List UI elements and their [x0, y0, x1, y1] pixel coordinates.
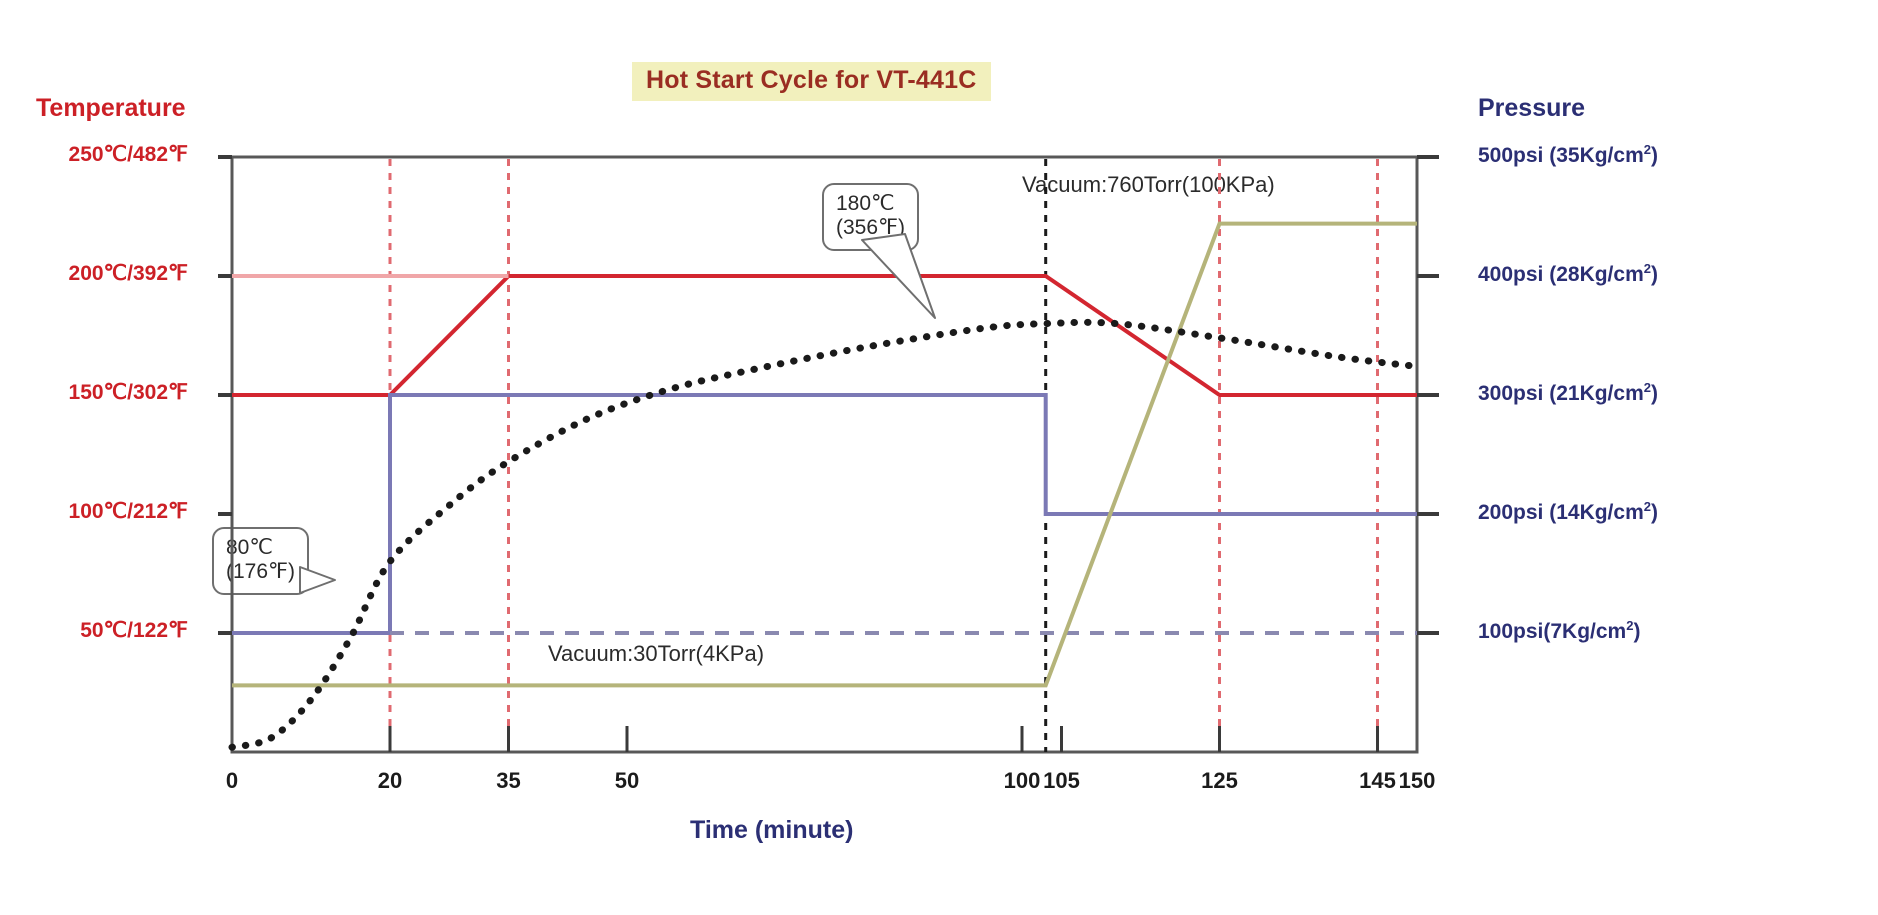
left-axis-tick-4: 50℃/122℉	[80, 619, 188, 642]
callout-180c-line1: 180℃	[836, 192, 895, 215]
x-axis-tick-3: 50	[614, 768, 640, 793]
callout-80c-line2: (176℉)	[226, 560, 296, 584]
vacuum-high-label: Vacuum:760Torr(100KPa)	[1022, 172, 1275, 197]
x-axis-tick-2: 35	[496, 768, 521, 793]
right-axis-tick-1: 400psi (28Kg/cm2)	[1478, 261, 1658, 286]
left-axis-tick-2: 150℃/302℉	[68, 381, 188, 404]
right-axis-tick-0: 500psi (35Kg/cm2)	[1478, 142, 1658, 167]
series-vacuum	[232, 221, 1417, 688]
left-axis-heading: Temperature	[36, 94, 186, 122]
x-axis-tick-5: 105	[1043, 768, 1080, 793]
x-axis-tick-1: 20	[377, 768, 403, 793]
series-pressure	[232, 393, 1417, 635]
plot-frame	[230, 155, 1419, 754]
left-axis-tick-3: 100℃/212℉	[68, 500, 188, 523]
callout-180-tail	[861, 233, 936, 319]
right-axis-heading: Pressure	[1478, 94, 1586, 122]
series-platen-temperature	[232, 274, 1417, 397]
right-axis-tick-exponent-2: 2	[1643, 380, 1651, 395]
left-axis-tick-1: 200℃/392℉	[68, 262, 188, 285]
x-axis-tick-0: 0	[225, 768, 239, 793]
right-axis-tick-3: 200psi (14Kg/cm2)	[1478, 499, 1658, 524]
x-axis-tick-7: 145	[1359, 768, 1396, 793]
x-axis-tick-8: 150	[1398, 768, 1436, 793]
callout-80c-line1: 80℃	[226, 536, 273, 559]
right-axis-tick-exponent-0: 2	[1643, 142, 1651, 157]
x-axis-title: Time (minute)	[690, 816, 854, 844]
right-axis-tick-exponent-3: 2	[1643, 499, 1651, 514]
left-axis-tick-0: 250℃/482℉	[68, 143, 188, 166]
right-axis-tick-2: 300psi (21Kg/cm2)	[1478, 380, 1658, 405]
chart-title: Hot Start Cycle for VT-441C	[632, 62, 991, 101]
x-axis-tick-6: 125	[1201, 768, 1238, 793]
x-axis-tick-4: 100	[1003, 768, 1041, 793]
vacuum-low-label: Vacuum:30Torr(4KPa)	[548, 641, 765, 666]
callout-80-tail	[299, 566, 336, 594]
right-axis-tick-exponent-4: 2	[1626, 618, 1634, 633]
callout-180c-line2: (356℉)	[836, 216, 906, 240]
right-axis-tick-4: 100psi(7Kg/cm2)	[1478, 618, 1641, 643]
callout-80c: 80℃ (176℉)	[212, 527, 310, 595]
right-axis-tick-exponent-1: 2	[1643, 261, 1651, 276]
